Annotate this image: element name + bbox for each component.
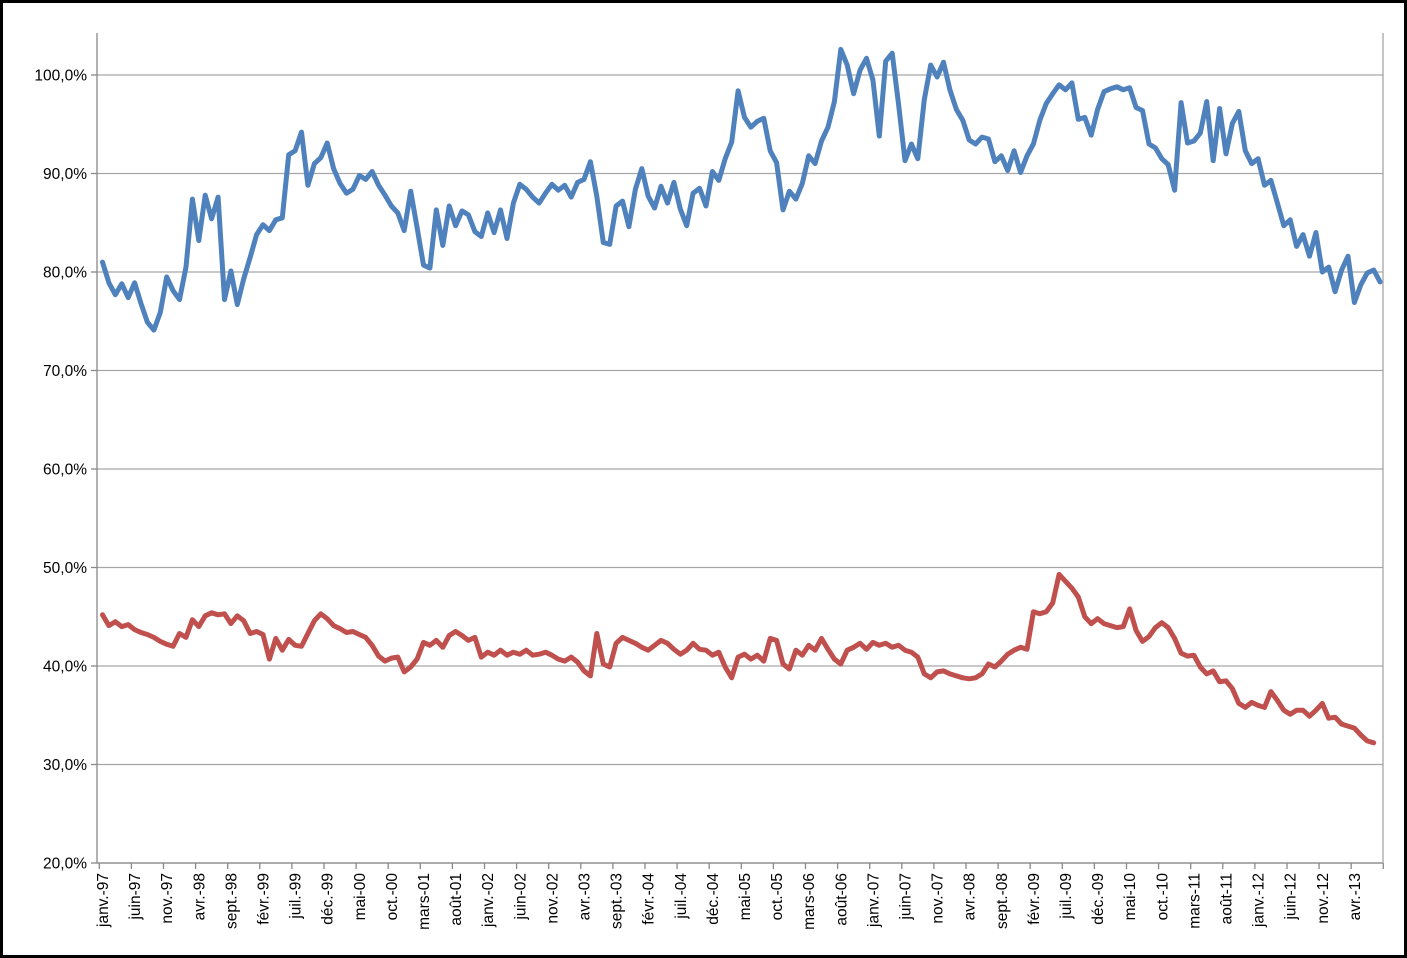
x-axis-tick-label: oct.-00	[384, 873, 401, 921]
gridlines-group	[97, 74, 1383, 864]
x-axis-tick-label: mai-05	[737, 873, 754, 920]
x-axis-tick-label: juin-02	[512, 873, 529, 921]
x-axis-tick-label: nov.-97	[159, 873, 176, 924]
x-axis-tick-label: janv.-12	[1251, 873, 1268, 928]
x-axis-tick-label: juil.-04	[673, 873, 690, 920]
x-axis-tick-label: sept.-98	[223, 873, 240, 929]
x-axis-tick-label: janv.-07	[865, 873, 882, 928]
x-axis-tick-label: juin-97	[127, 873, 144, 921]
y-axis-tick-label: 60,0%	[43, 462, 87, 479]
x-axis-tick-label: mai-10	[1122, 873, 1139, 921]
x-axis-tick-label: sept.-03	[609, 873, 626, 929]
series-lines-group	[100, 46, 1383, 746]
y-axis-labels-group: 20,0% 30,0% 40,0% 50,0% 60,0% 70,0% 80,0% 90,0%…	[34, 68, 87, 873]
x-axis-tick-label: juil.-09	[1058, 873, 1075, 920]
x-axis-tick-label: avr.-08	[962, 873, 979, 920]
y-axis-tick-label: 100,0%	[34, 68, 87, 85]
x-axis-tick-label: août-06	[833, 873, 850, 926]
x-axis-tick-label: févr.-99	[256, 873, 273, 925]
x-axis-tick-label: mars-11	[1186, 873, 1203, 929]
axes-group	[91, 33, 1384, 869]
x-axis-tick-label: oct.-10	[1154, 873, 1171, 921]
x-axis-tick-label: déc.-04	[705, 873, 722, 925]
x-axis-tick-label: août-11	[1219, 873, 1236, 924]
x-axis-labels-group: janv.-97 juin-97 nov.-97 avr.-98 sept.-98 fév…	[95, 873, 1364, 930]
x-axis-tick-label: mars-01	[416, 873, 433, 930]
x-axis-tick-label: août-01	[448, 873, 465, 926]
y-axis-tick-label: 30,0%	[43, 757, 87, 774]
x-axis-tick-label: avr.-13	[1347, 873, 1364, 920]
x-axis-tick-label: janv.-97	[95, 873, 112, 928]
x-axis-tick-label: déc.-99	[320, 873, 337, 925]
line-chart: 20,0% 30,0% 40,0% 50,0% 60,0% 70,0% 80,0% 90,0%…	[34, 33, 1384, 930]
y-axis-tick-label: 80,0%	[43, 265, 87, 282]
x-axis-tick-label: juin-07	[898, 873, 915, 921]
x-axis-tick-label: sept.-08	[994, 873, 1011, 929]
x-axis-tick-label: avr.-03	[577, 873, 594, 920]
x-axis-tick-label: déc.-09	[1090, 873, 1107, 925]
y-axis-tick-label: 20,0%	[43, 856, 87, 873]
y-axis-tick-label: 70,0%	[43, 363, 87, 380]
x-axis-tick-label: juil.-99	[288, 873, 305, 920]
y-axis-tick-label: 50,0%	[43, 560, 87, 577]
y-axis-tick-label: 90,0%	[43, 166, 87, 183]
series-line-red	[100, 571, 1377, 746]
x-axis-tick-label: nov.-07	[930, 873, 947, 924]
x-axis-tick-label: janv.-02	[480, 873, 497, 928]
x-axis-tick-label: avr.-98	[191, 873, 208, 920]
x-axis-tick-label: nov.-02	[544, 873, 561, 924]
x-axis-tick-label: oct.-05	[769, 873, 786, 920]
series-line-blue	[100, 46, 1383, 333]
x-axis-tick-label: févr.-04	[641, 873, 658, 925]
x-axis-tick-label: nov.-12	[1315, 873, 1332, 924]
x-axis-tick-label: févr.-09	[1026, 873, 1043, 925]
x-axis-tick-label: juin-12	[1283, 873, 1300, 921]
x-axis-tick-label: mars-06	[801, 873, 818, 930]
x-axis-tick-label: mai-00	[352, 873, 369, 921]
y-axis-tick-label: 40,0%	[43, 659, 87, 676]
